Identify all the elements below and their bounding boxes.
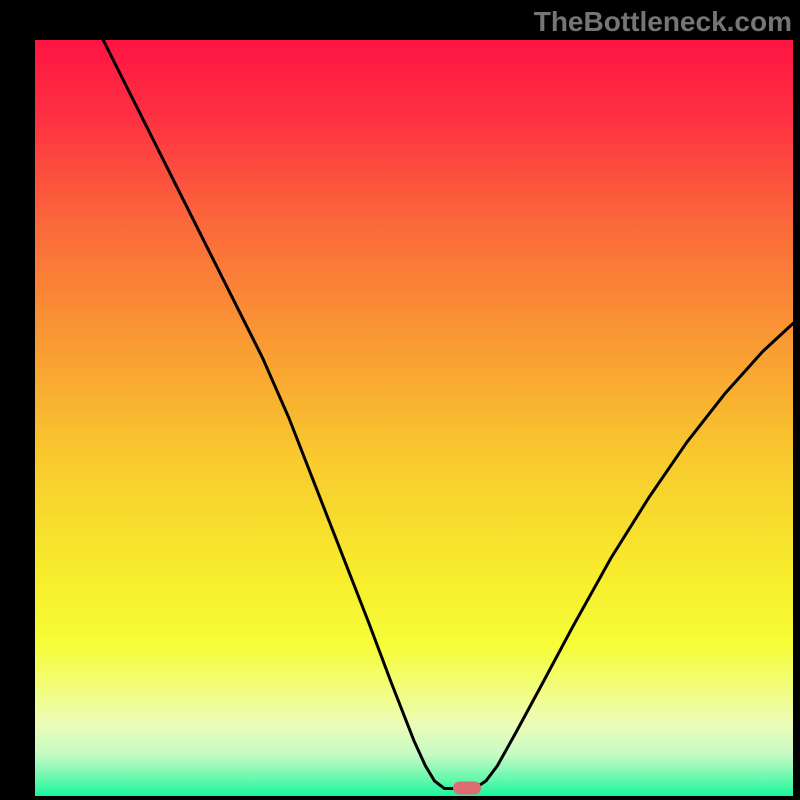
watermark-text: TheBottleneck.com [534,6,792,38]
stage: TheBottleneck.com [0,0,800,800]
bottleneck-chart [0,0,800,800]
gradient-background [35,40,793,796]
optimum-marker [453,782,481,795]
